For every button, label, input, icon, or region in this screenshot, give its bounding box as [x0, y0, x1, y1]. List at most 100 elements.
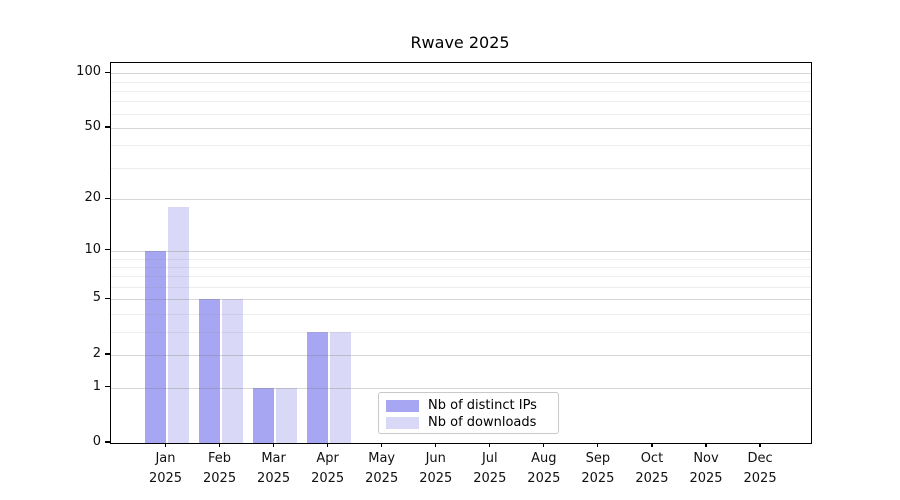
x-tick-label-line: 2025: [419, 471, 453, 486]
x-tick-mark: [543, 443, 545, 448]
x-tick-label-line: Mar: [261, 451, 286, 466]
bar-ips-mar: [252, 387, 274, 443]
y-tick-label: 2: [92, 346, 101, 361]
legend: Nb of distinct IPs Nb of downloads: [378, 392, 559, 434]
x-tick-label-line: Dec: [747, 451, 773, 466]
legend-swatch-distinct-ips: [386, 399, 419, 412]
x-tick-mark: [435, 443, 437, 448]
x-tick-mark: [651, 443, 653, 448]
x-tick-mark: [273, 443, 275, 448]
x-tick-label-line: 2025: [581, 471, 615, 486]
legend-swatch-downloads: [386, 416, 419, 429]
y-tick-label: 0: [92, 434, 101, 449]
y-tick-mark: [105, 126, 110, 128]
x-tick-mark: [705, 443, 707, 448]
legend-item-distinct-ips: Nb of distinct IPs: [386, 397, 558, 414]
x-tick-label-line: 2025: [473, 471, 507, 486]
x-tick-label-line: 2025: [527, 471, 561, 486]
gridline-minor: [111, 331, 811, 333]
gridline-major: [111, 355, 811, 356]
plot-area: [110, 62, 812, 444]
x-tick-label-jul: Jul 2025: [462, 449, 518, 489]
x-tick-label-aug: Aug 2025: [516, 449, 572, 489]
y-tick-mark: [105, 197, 110, 199]
x-tick-label-feb: Feb 2025: [192, 449, 248, 489]
y-tick-mark: [105, 71, 110, 73]
x-tick-label-line: Apr: [316, 451, 339, 466]
y-tick-mark: [105, 385, 110, 388]
gridline-major: [111, 387, 811, 389]
x-tick-label-sep: Sep 2025: [570, 449, 626, 489]
x-tick-label-nov: Nov 2025: [678, 449, 734, 489]
y-tick-mark: [105, 297, 110, 299]
gridline-minor: [111, 167, 811, 169]
x-tick-label-apr: Apr 2025: [300, 449, 356, 489]
x-tick-mark: [164, 443, 167, 448]
bar-ips-jan: [144, 250, 166, 443]
bar-downloads-feb: [221, 299, 243, 443]
x-tick-mark: [381, 443, 383, 448]
x-tick-label-jun: Jun 2025: [408, 449, 464, 489]
gridline-major: [111, 199, 811, 201]
x-tick-mark: [597, 443, 599, 448]
gridline-minor: [111, 81, 811, 83]
bar-downloads-mar: [275, 387, 297, 443]
x-tick-label-line: May: [368, 451, 396, 466]
x-tick-label-may: May 2025: [354, 449, 410, 489]
gridline-minor: [111, 287, 811, 289]
y-tick-label: 50: [84, 119, 101, 134]
gridline-major: [111, 250, 811, 252]
y-tick-mark: [105, 441, 110, 443]
gridline-minor: [111, 90, 811, 92]
y-tick-mark: [105, 249, 110, 251]
x-tick-label-line: Sep: [585, 451, 611, 466]
y-tick-mark: [105, 353, 110, 355]
gridline-minor: [111, 101, 811, 103]
gridline-minor: [111, 276, 811, 278]
x-tick-label-line: 2025: [257, 471, 291, 486]
bar-ips-feb: [198, 299, 220, 443]
x-tick-label-jan: Jan 2025: [138, 449, 194, 489]
x-tick-label-mar: Mar 2025: [246, 449, 302, 489]
x-tick-mark: [489, 443, 491, 448]
chart-title: Rwave 2025: [410, 33, 510, 52]
gridline-minor: [111, 266, 811, 268]
x-tick-mark: [219, 443, 221, 448]
x-tick-label-line: 2025: [689, 471, 723, 486]
y-tick-label: 20: [84, 190, 101, 206]
legend-label-distinct-ips: Nb of distinct IPs: [428, 398, 537, 413]
gridline-major: [111, 128, 811, 129]
x-tick-label-line: Nov: [693, 451, 719, 466]
x-tick-label-line: 2025: [148, 471, 183, 486]
x-tick-label-dec: Dec 2025: [732, 449, 788, 489]
gridline-minor: [111, 145, 811, 147]
x-tick-mark: [759, 443, 761, 448]
x-tick-label-line: 2025: [743, 471, 777, 486]
gridline-minor: [111, 258, 811, 260]
gridline-minor: [111, 314, 811, 315]
y-tick-label: 10: [84, 241, 101, 257]
gridline-minor: [111, 113, 811, 115]
x-tick-label-line: Jan: [155, 451, 176, 466]
y-tick-label: 1: [92, 378, 101, 394]
x-tick-mark: [327, 443, 329, 448]
x-tick-label-line: 2025: [311, 471, 345, 486]
y-tick-label: 100: [76, 64, 101, 80]
x-tick-label-line: Jul: [481, 451, 498, 466]
legend-item-downloads: Nb of downloads: [386, 414, 558, 431]
x-tick-label-line: Aug: [531, 451, 557, 466]
x-tick-label-line: Jun: [425, 451, 446, 466]
x-tick-label-line: Oct: [640, 451, 664, 466]
bar-downloads-apr: [329, 331, 351, 443]
legend-label-downloads: Nb of downloads: [428, 415, 537, 430]
gridline-major: [111, 299, 811, 301]
gridline-major: [111, 73, 811, 75]
bar-ips-apr: [306, 331, 328, 443]
x-tick-label-line: 2025: [365, 471, 399, 486]
x-tick-label-line: Feb: [208, 451, 232, 466]
bar-downloads-jan: [167, 207, 189, 443]
x-tick-label-line: 2025: [203, 471, 237, 486]
x-tick-label-oct: Oct 2025: [624, 449, 680, 489]
y-tick-label: 5: [92, 290, 101, 306]
